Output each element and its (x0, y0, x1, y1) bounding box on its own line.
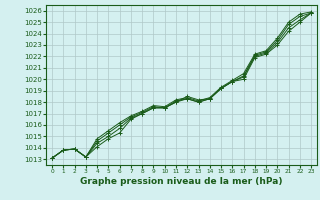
X-axis label: Graphe pression niveau de la mer (hPa): Graphe pression niveau de la mer (hPa) (80, 177, 283, 186)
